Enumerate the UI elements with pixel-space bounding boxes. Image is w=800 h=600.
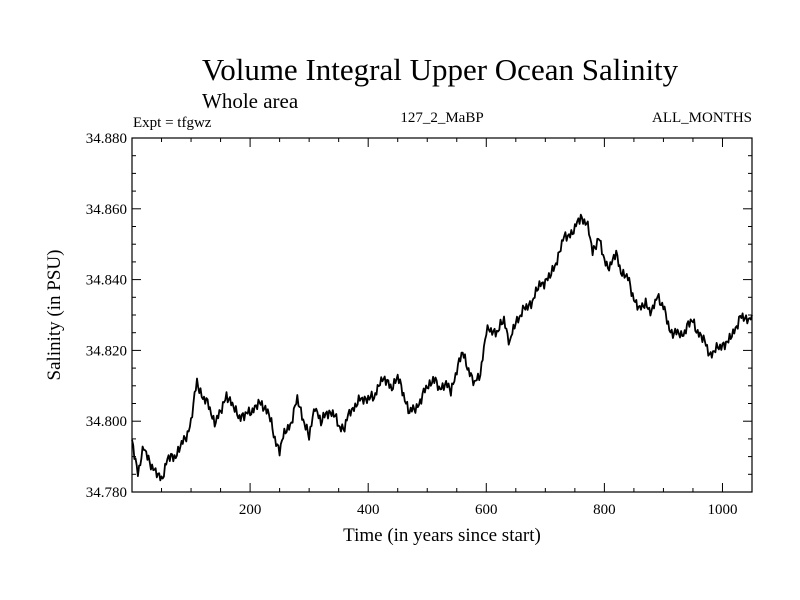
y-tick-label: 34.860: [86, 202, 127, 218]
x-tick-label: 400: [357, 502, 380, 518]
plot-frame: [131, 137, 753, 493]
region-label: Whole area: [202, 89, 299, 113]
y-tick-label: 34.800: [86, 414, 127, 430]
x-tick-label: 800: [593, 502, 616, 518]
y-tick-label: 34.880: [86, 131, 127, 147]
x-tick-label: 1000: [707, 502, 737, 518]
y-tick-label: 34.820: [86, 343, 127, 359]
y-axis: 34.780 34.800 34.820 34.840 34.860 34.880: [86, 131, 752, 501]
chart-title: Volume Integral Upper Ocean Salinity: [202, 52, 679, 87]
series-layer: [131, 213, 753, 482]
months-label: ALL_MONTHS: [652, 110, 752, 126]
series-line-salinity: [131, 213, 753, 482]
x-tick-label: 600: [475, 502, 498, 518]
x-axis-label: Time (in years since start): [343, 525, 541, 546]
x-tick-label: 200: [239, 502, 262, 518]
run-id-label: 127_2_MaBP: [400, 110, 483, 126]
y-axis-label: Salinity (in PSU): [44, 250, 65, 381]
y-tick-label: 34.840: [86, 273, 127, 289]
y-tick-label: 34.780: [86, 485, 127, 501]
experiment-label: Expt = tfgwz: [133, 115, 212, 131]
x-axis: 200 400 600 800 1000: [161, 138, 737, 518]
